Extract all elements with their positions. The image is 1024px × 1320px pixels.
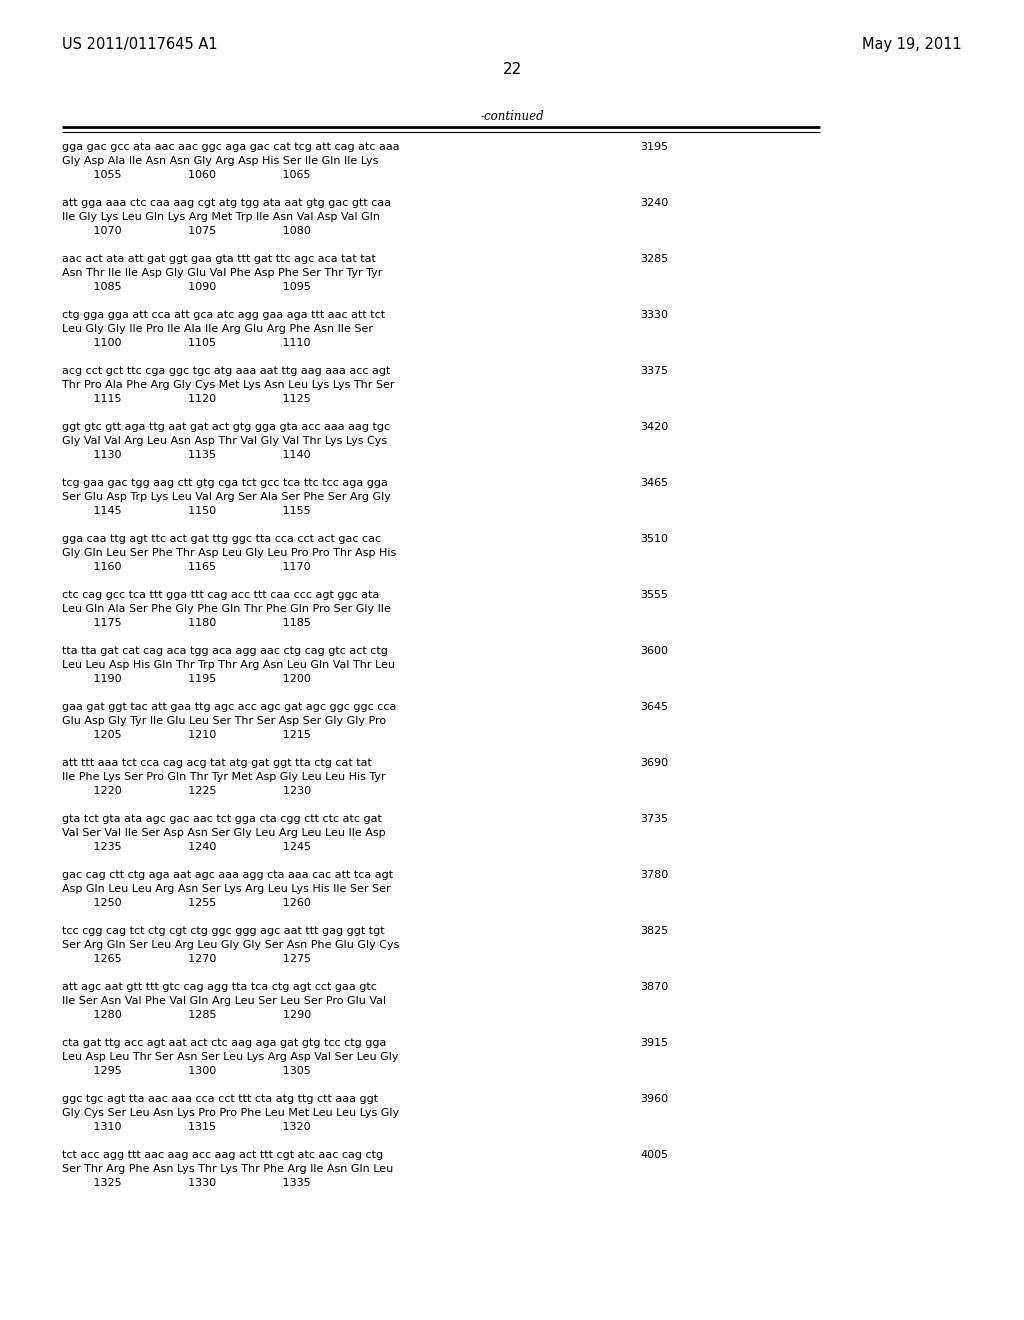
- Text: Gly Gln Leu Ser Phe Thr Asp Leu Gly Leu Pro Pro Thr Asp His: Gly Gln Leu Ser Phe Thr Asp Leu Gly Leu …: [62, 548, 396, 558]
- Text: 4005: 4005: [640, 1150, 668, 1160]
- Text: 3960: 3960: [640, 1094, 668, 1104]
- Text: tcc cgg cag tct ctg cgt ctg ggc ggg agc aat ttt gag ggt tgt: tcc cgg cag tct ctg cgt ctg ggc ggg agc …: [62, 927, 385, 936]
- Text: 1220                   1225                   1230: 1220 1225 1230: [62, 785, 311, 796]
- Text: 3645: 3645: [640, 702, 668, 711]
- Text: May 19, 2011: May 19, 2011: [862, 37, 962, 51]
- Text: Leu Leu Asp His Gln Thr Trp Thr Arg Asn Leu Gln Val Thr Leu: Leu Leu Asp His Gln Thr Trp Thr Arg Asn …: [62, 660, 395, 671]
- Text: 3915: 3915: [640, 1038, 668, 1048]
- Text: Ser Glu Asp Trp Lys Leu Val Arg Ser Ala Ser Phe Ser Arg Gly: Ser Glu Asp Trp Lys Leu Val Arg Ser Ala …: [62, 492, 391, 502]
- Text: 3375: 3375: [640, 366, 668, 376]
- Text: Ile Gly Lys Leu Gln Lys Arg Met Trp Ile Asn Val Asp Val Gln: Ile Gly Lys Leu Gln Lys Arg Met Trp Ile …: [62, 213, 380, 222]
- Text: 3870: 3870: [640, 982, 669, 993]
- Text: 1280                   1285                   1290: 1280 1285 1290: [62, 1010, 311, 1020]
- Text: 1265                   1270                   1275: 1265 1270 1275: [62, 954, 311, 964]
- Text: 3240: 3240: [640, 198, 669, 209]
- Text: -continued: -continued: [480, 110, 544, 123]
- Text: 1325                   1330                   1335: 1325 1330 1335: [62, 1177, 310, 1188]
- Text: 3285: 3285: [640, 253, 669, 264]
- Text: 1145                   1150                   1155: 1145 1150 1155: [62, 506, 310, 516]
- Text: 1205                   1210                   1215: 1205 1210 1215: [62, 730, 311, 741]
- Text: Asp Gln Leu Leu Arg Asn Ser Lys Arg Leu Lys His Ile Ser Ser: Asp Gln Leu Leu Arg Asn Ser Lys Arg Leu …: [62, 884, 390, 894]
- Text: Glu Asp Gly Tyr Ile Glu Leu Ser Thr Ser Asp Ser Gly Gly Pro: Glu Asp Gly Tyr Ile Glu Leu Ser Thr Ser …: [62, 715, 386, 726]
- Text: Ile Phe Lys Ser Pro Gln Thr Tyr Met Asp Gly Leu Leu His Tyr: Ile Phe Lys Ser Pro Gln Thr Tyr Met Asp …: [62, 772, 386, 781]
- Text: gga caa ttg agt ttc act gat ttg ggc tta cca cct act gac cac: gga caa ttg agt ttc act gat ttg ggc tta …: [62, 535, 381, 544]
- Text: gga gac gcc ata aac aac ggc aga gac cat tcg att cag atc aaa: gga gac gcc ata aac aac ggc aga gac cat …: [62, 143, 399, 152]
- Text: 1130                   1135                   1140: 1130 1135 1140: [62, 450, 310, 459]
- Text: gta tct gta ata agc gac aac tct gga cta cgg ctt ctc atc gat: gta tct gta ata agc gac aac tct gga cta …: [62, 814, 382, 824]
- Text: US 2011/0117645 A1: US 2011/0117645 A1: [62, 37, 218, 51]
- Text: Thr Pro Ala Phe Arg Gly Cys Met Lys Asn Leu Lys Lys Thr Ser: Thr Pro Ala Phe Arg Gly Cys Met Lys Asn …: [62, 380, 394, 389]
- Text: 3420: 3420: [640, 422, 669, 432]
- Text: 1085                   1090                   1095: 1085 1090 1095: [62, 282, 311, 292]
- Text: 22: 22: [503, 62, 521, 77]
- Text: att gga aaa ctc caa aag cgt atg tgg ata aat gtg gac gtt caa: att gga aaa ctc caa aag cgt atg tgg ata …: [62, 198, 391, 209]
- Text: Ile Ser Asn Val Phe Val Gln Arg Leu Ser Leu Ser Pro Glu Val: Ile Ser Asn Val Phe Val Gln Arg Leu Ser …: [62, 997, 386, 1006]
- Text: 3600: 3600: [640, 645, 668, 656]
- Text: 1115                   1120                   1125: 1115 1120 1125: [62, 393, 310, 404]
- Text: Leu Asp Leu Thr Ser Asn Ser Leu Lys Arg Asp Val Ser Leu Gly: Leu Asp Leu Thr Ser Asn Ser Leu Lys Arg …: [62, 1052, 398, 1063]
- Text: 3735: 3735: [640, 814, 668, 824]
- Text: ggt gtc gtt aga ttg aat gat act gtg gga gta acc aaa aag tgc: ggt gtc gtt aga ttg aat gat act gtg gga …: [62, 422, 390, 432]
- Text: ctc cag gcc tca ttt gga ttt cag acc ttt caa ccc agt ggc ata: ctc cag gcc tca ttt gga ttt cag acc ttt …: [62, 590, 379, 601]
- Text: 1175                   1180                   1185: 1175 1180 1185: [62, 618, 311, 628]
- Text: Leu Gly Gly Ile Pro Ile Ala Ile Arg Glu Arg Phe Asn Ile Ser: Leu Gly Gly Ile Pro Ile Ala Ile Arg Glu …: [62, 323, 373, 334]
- Text: 3330: 3330: [640, 310, 668, 319]
- Text: 1070                   1075                   1080: 1070 1075 1080: [62, 226, 311, 236]
- Text: 3195: 3195: [640, 143, 668, 152]
- Text: 3555: 3555: [640, 590, 668, 601]
- Text: Gly Val Val Arg Leu Asn Asp Thr Val Gly Val Thr Lys Lys Cys: Gly Val Val Arg Leu Asn Asp Thr Val Gly …: [62, 436, 387, 446]
- Text: Val Ser Val Ile Ser Asp Asn Ser Gly Leu Arg Leu Leu Ile Asp: Val Ser Val Ile Ser Asp Asn Ser Gly Leu …: [62, 828, 386, 838]
- Text: ggc tgc agt tta aac aaa cca cct ttt cta atg ttg ctt aaa ggt: ggc tgc agt tta aac aaa cca cct ttt cta …: [62, 1094, 378, 1104]
- Text: 1055                   1060                   1065: 1055 1060 1065: [62, 170, 310, 180]
- Text: Ser Thr Arg Phe Asn Lys Thr Lys Thr Phe Arg Ile Asn Gln Leu: Ser Thr Arg Phe Asn Lys Thr Lys Thr Phe …: [62, 1164, 393, 1173]
- Text: acg cct gct ttc cga ggc tgc atg aaa aat ttg aag aaa acc agt: acg cct gct ttc cga ggc tgc atg aaa aat …: [62, 366, 390, 376]
- Text: 1235                   1240                   1245: 1235 1240 1245: [62, 842, 311, 851]
- Text: Ser Arg Gln Ser Leu Arg Leu Gly Gly Ser Asn Phe Glu Gly Cys: Ser Arg Gln Ser Leu Arg Leu Gly Gly Ser …: [62, 940, 399, 950]
- Text: 1190                   1195                   1200: 1190 1195 1200: [62, 675, 311, 684]
- Text: 1160                   1165                   1170: 1160 1165 1170: [62, 562, 310, 572]
- Text: att ttt aaa tct cca cag acg tat atg gat ggt tta ctg cat tat: att ttt aaa tct cca cag acg tat atg gat …: [62, 758, 372, 768]
- Text: gac cag ctt ctg aga aat agc aaa agg cta aaa cac att tca agt: gac cag ctt ctg aga aat agc aaa agg cta …: [62, 870, 393, 880]
- Text: aac act ata att gat ggt gaa gta ttt gat ttc agc aca tat tat: aac act ata att gat ggt gaa gta ttt gat …: [62, 253, 376, 264]
- Text: tct acc agg ttt aac aag acc aag act ttt cgt atc aac cag ctg: tct acc agg ttt aac aag acc aag act ttt …: [62, 1150, 383, 1160]
- Text: Asn Thr Ile Ile Asp Gly Glu Val Phe Asp Phe Ser Thr Tyr Tyr: Asn Thr Ile Ile Asp Gly Glu Val Phe Asp …: [62, 268, 382, 279]
- Text: 3465: 3465: [640, 478, 668, 488]
- Text: att agc aat gtt ttt gtc cag agg tta tca ctg agt cct gaa gtc: att agc aat gtt ttt gtc cag agg tta tca …: [62, 982, 377, 993]
- Text: ctg gga gga att cca att gca atc agg gaa aga ttt aac att tct: ctg gga gga att cca att gca atc agg gaa …: [62, 310, 385, 319]
- Text: 1100                   1105                   1110: 1100 1105 1110: [62, 338, 310, 348]
- Text: 1310                   1315                   1320: 1310 1315 1320: [62, 1122, 310, 1133]
- Text: cta gat ttg acc agt aat act ctc aag aga gat gtg tcc ctg gga: cta gat ttg acc agt aat act ctc aag aga …: [62, 1038, 386, 1048]
- Text: Gly Cys Ser Leu Asn Lys Pro Pro Phe Leu Met Leu Leu Lys Gly: Gly Cys Ser Leu Asn Lys Pro Pro Phe Leu …: [62, 1107, 399, 1118]
- Text: gaa gat ggt tac att gaa ttg agc acc agc gat agc ggc ggc cca: gaa gat ggt tac att gaa ttg agc acc agc …: [62, 702, 396, 711]
- Text: tta tta gat cat cag aca tgg aca agg aac ctg cag gtc act ctg: tta tta gat cat cag aca tgg aca agg aac …: [62, 645, 388, 656]
- Text: Leu Gln Ala Ser Phe Gly Phe Gln Thr Phe Gln Pro Ser Gly Ile: Leu Gln Ala Ser Phe Gly Phe Gln Thr Phe …: [62, 605, 391, 614]
- Text: 3510: 3510: [640, 535, 668, 544]
- Text: 3780: 3780: [640, 870, 669, 880]
- Text: tcg gaa gac tgg aag ctt gtg cga tct gcc tca ttc tcc aga gga: tcg gaa gac tgg aag ctt gtg cga tct gcc …: [62, 478, 388, 488]
- Text: 1295                   1300                   1305: 1295 1300 1305: [62, 1067, 310, 1076]
- Text: 3690: 3690: [640, 758, 668, 768]
- Text: Gly Asp Ala Ile Asn Asn Gly Arg Asp His Ser Ile Gln Ile Lys: Gly Asp Ala Ile Asn Asn Gly Arg Asp His …: [62, 156, 379, 166]
- Text: 1250                   1255                   1260: 1250 1255 1260: [62, 898, 311, 908]
- Text: 3825: 3825: [640, 927, 669, 936]
